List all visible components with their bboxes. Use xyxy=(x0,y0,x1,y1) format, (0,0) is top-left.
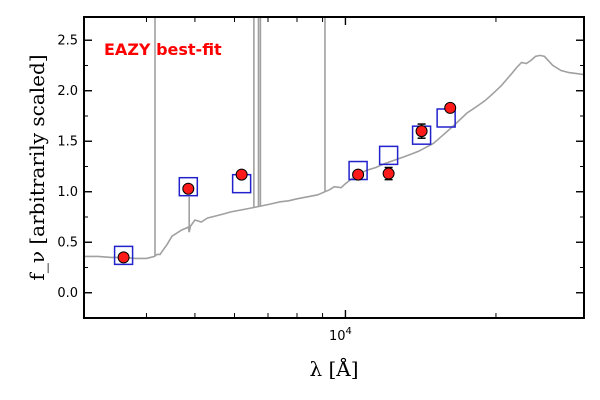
y-tick-label: 2.0 xyxy=(57,84,78,99)
x-tick-label: 104 xyxy=(329,326,352,344)
template-spectrum-line xyxy=(84,54,584,260)
y-tick-label: 2.5 xyxy=(57,34,78,49)
model-flux-square xyxy=(178,176,199,197)
x-tick-exponent: 4 xyxy=(346,326,352,337)
observed-flux-point xyxy=(352,168,365,181)
y-tick-label: 1.0 xyxy=(57,185,78,200)
observed-flux-point xyxy=(117,251,130,264)
observed-flux-point xyxy=(182,182,195,195)
axis-ticks: 0.0 0.5 1.0 1.5 2.0 2.5 104 xyxy=(57,17,584,344)
x-axis-label: λ [Å] xyxy=(309,356,358,381)
model-flux-square xyxy=(113,245,134,266)
y-tick-label: 0.5 xyxy=(57,236,78,251)
observed-flux-point xyxy=(235,168,248,181)
model-flux-square xyxy=(378,145,399,166)
observed-flux-point xyxy=(444,101,457,114)
y-tick-label: 0.0 xyxy=(57,286,78,301)
plot-frame xyxy=(83,16,585,319)
observed-flux-point xyxy=(382,167,395,180)
best-fit-annotation: EAZY best-fit xyxy=(104,40,222,59)
y-tick-label: 1.5 xyxy=(57,135,78,150)
observed-flux-point xyxy=(415,125,428,138)
y-axis-label: f_ν [arbitrarily scaled] xyxy=(25,54,49,280)
plot-clip-group xyxy=(84,17,584,266)
plot-area xyxy=(84,17,584,266)
